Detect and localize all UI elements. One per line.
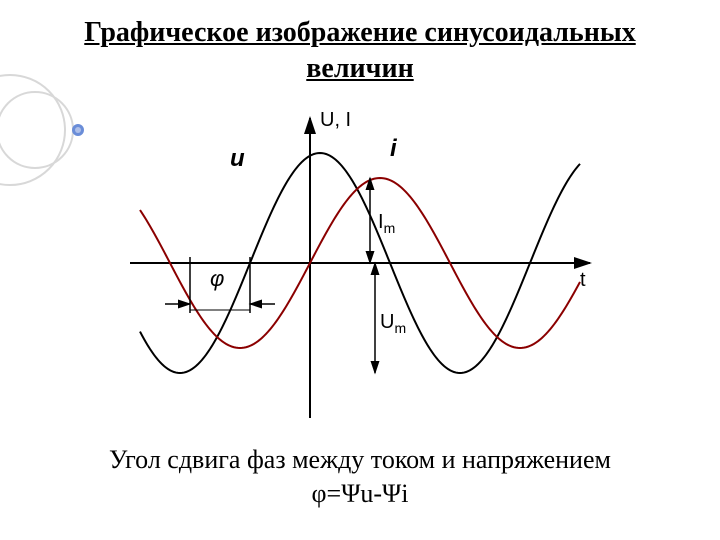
x-axis-label: t xyxy=(580,269,586,292)
im-amplitude-label: Im xyxy=(378,211,395,236)
im-sub: m xyxy=(384,220,396,236)
page-title: Графическое изображение синусоидальных в… xyxy=(0,0,720,93)
um-symbol: U xyxy=(380,311,394,333)
caption-line-2: φ=Ψu-Ψi xyxy=(0,477,720,511)
um-sub: m xyxy=(394,320,406,336)
sine-diagram: U, I t u i Im Um φ xyxy=(110,103,610,423)
phase-angle-label: φ xyxy=(210,266,224,292)
voltage-curve-label: u xyxy=(230,145,245,173)
caption: Угол сдвига фаз между током и напряжение… xyxy=(0,443,720,511)
um-amplitude-label: Um xyxy=(380,311,406,336)
y-axis-label: U, I xyxy=(320,109,351,132)
current-curve-label: i xyxy=(390,135,397,163)
background-decoration xyxy=(0,60,100,200)
caption-line-1: Угол сдвига фаз между током и напряжение… xyxy=(0,443,720,477)
